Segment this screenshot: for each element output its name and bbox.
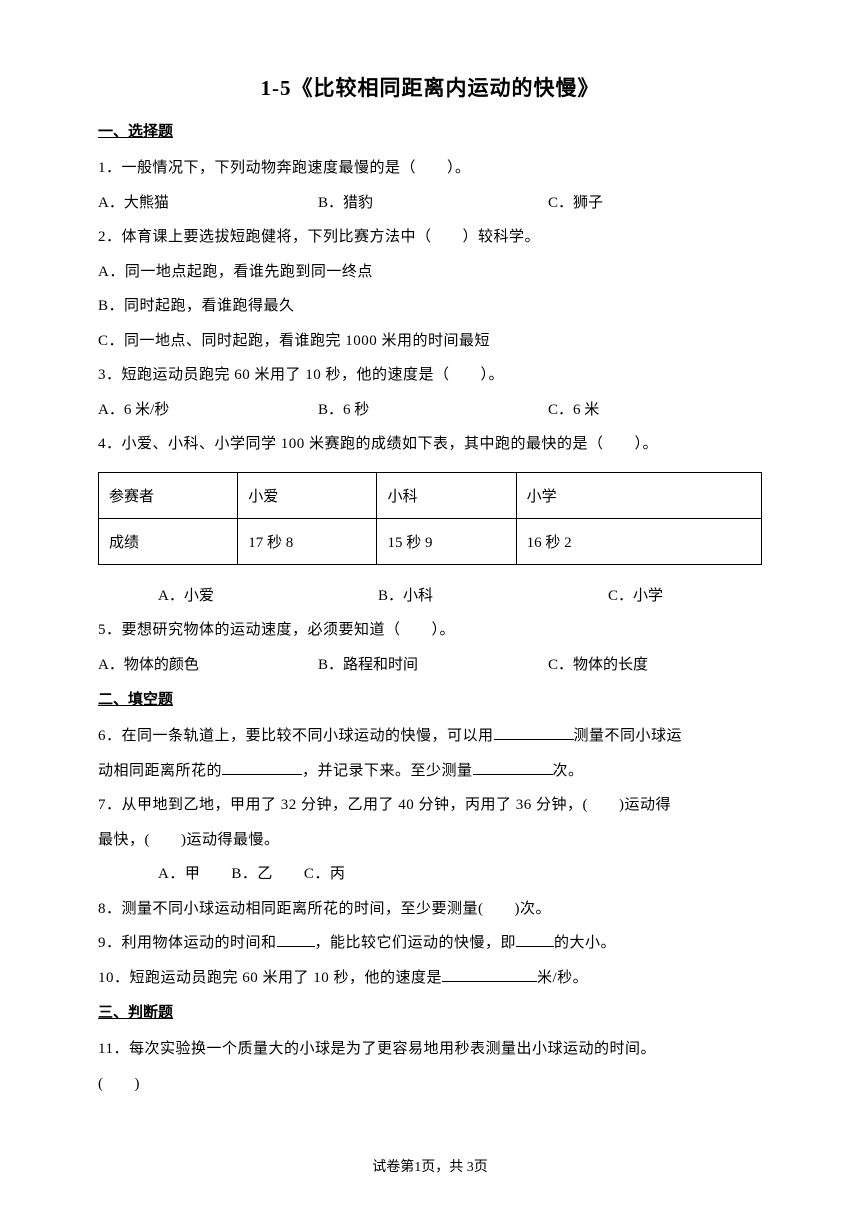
q8: 8．测量不同小球运动相同距离所花的时间，至少要测量( )次。 xyxy=(98,892,762,927)
q6-text: 测量不同小球运 xyxy=(574,728,683,744)
q5-stem: 5．要想研究物体的运动速度，必须要知道（ ）。 xyxy=(98,613,762,648)
q10-text: 米/秒。 xyxy=(537,970,588,986)
q3-option-a: A．6 米/秒 xyxy=(98,393,318,428)
q2-stem: 2．体育课上要选拔短跑健将，下列比赛方法中（ ）较科学。 xyxy=(98,220,762,255)
table-cell: 16 秒 2 xyxy=(516,518,761,564)
table-cell: 参赛者 xyxy=(99,472,238,518)
q1-options: A．大熊猫 B．猎豹 C．狮子 xyxy=(98,186,762,221)
table-cell: 小爱 xyxy=(238,472,377,518)
blank xyxy=(442,967,537,982)
q1-stem: 1．一般情况下，下列动物奔跑速度最慢的是（ ）。 xyxy=(98,151,762,186)
table-cell: 成绩 xyxy=(99,518,238,564)
section-3-header: 三、判断题 xyxy=(98,1001,762,1022)
q11-line2: ( ) xyxy=(98,1067,762,1102)
q4-options: A．小爱 B．小科 C．小学 xyxy=(98,579,762,614)
q1-option-a: A．大熊猫 xyxy=(98,186,318,221)
q6-text: 次。 xyxy=(553,763,584,779)
q4-table: 参赛者 小爱 小科 小学 成绩 17 秒 8 15 秒 9 16 秒 2 xyxy=(98,472,762,565)
table-cell: 小科 xyxy=(377,472,516,518)
blank xyxy=(516,932,554,947)
q4-stem: 4．小爱、小科、小学同学 100 米赛跑的成绩如下表，其中跑的最快的是（ ）。 xyxy=(98,427,762,462)
q1-option-b: B．猎豹 xyxy=(318,186,548,221)
q7-options: A．甲 B．乙 C．丙 xyxy=(98,857,762,892)
q6-line2: 动相同距离所花的 ，并记录下来。至少测量 次。 xyxy=(98,754,762,789)
q4-option-b: B．小科 xyxy=(378,579,608,614)
q1-option-c: C．狮子 xyxy=(548,186,762,221)
q6-line1: 6．在同一条轨道上，要比较不同小球运动的快慢，可以用 测量不同小球运 xyxy=(98,719,762,754)
q2-option-b: B．同时起跑，看谁跑得最久 xyxy=(98,289,762,324)
section-2-header: 二、填空题 xyxy=(98,688,762,709)
q4-option-a: A．小爱 xyxy=(158,579,378,614)
q9-text: ，能比较它们运动的快慢，即 xyxy=(315,935,517,951)
blank xyxy=(222,760,302,775)
q3-option-b: B．6 秒 xyxy=(318,393,548,428)
table-row: 成绩 17 秒 8 15 秒 9 16 秒 2 xyxy=(99,518,762,564)
q7-line2: 最快，( )运动得最慢。 xyxy=(98,823,762,858)
blank xyxy=(494,725,574,740)
section-1-header: 一、选择题 xyxy=(98,120,762,141)
table-cell: 小学 xyxy=(516,472,761,518)
q2-option-c: C．同一地点、同时起跑，看谁跑完 1000 米用的时间最短 xyxy=(98,324,762,359)
document-title: 1-5《比较相同距离内运动的快慢》 xyxy=(98,72,762,102)
q4-option-c: C．小学 xyxy=(608,579,762,614)
q10-text: 10．短跑运动员跑完 60 米用了 10 秒，他的速度是 xyxy=(98,970,442,986)
q5-option-c: C．物体的长度 xyxy=(548,648,762,683)
q2-option-a: A．同一地点起跑，看谁先跑到同一终点 xyxy=(98,255,762,290)
table-row: 参赛者 小爱 小科 小学 xyxy=(99,472,762,518)
q5-option-a: A．物体的颜色 xyxy=(98,648,318,683)
q3-stem: 3．短跑运动员跑完 60 米用了 10 秒，他的速度是（ ）。 xyxy=(98,358,762,393)
q9-text: 的大小。 xyxy=(554,935,616,951)
table-cell: 17 秒 8 xyxy=(238,518,377,564)
q9: 9．利用物体运动的时间和 ，能比较它们运动的快慢，即 的大小。 xyxy=(98,926,762,961)
blank xyxy=(473,760,553,775)
q9-text: 9．利用物体运动的时间和 xyxy=(98,935,277,951)
q10: 10．短跑运动员跑完 60 米用了 10 秒，他的速度是 米/秒。 xyxy=(98,961,762,996)
table-cell: 15 秒 9 xyxy=(377,518,516,564)
page-footer: 试卷第1页，共 3页 xyxy=(0,1156,860,1176)
q5-options: A．物体的颜色 B．路程和时间 C．物体的长度 xyxy=(98,648,762,683)
q6-text: ，并记录下来。至少测量 xyxy=(302,763,473,779)
q3-option-c: C．6 米 xyxy=(548,393,762,428)
q6-text: 6．在同一条轨道上，要比较不同小球运动的快慢，可以用 xyxy=(98,728,494,744)
q3-options: A．6 米/秒 B．6 秒 C．6 米 xyxy=(98,393,762,428)
blank xyxy=(277,932,315,947)
q6-text: 动相同距离所花的 xyxy=(98,763,222,779)
q11-line1: 11．每次实验换一个质量大的小球是为了更容易地用秒表测量出小球运动的时间。 xyxy=(98,1032,762,1067)
q5-option-b: B．路程和时间 xyxy=(318,648,548,683)
q7-line1: 7．从甲地到乙地，甲用了 32 分钟，乙用了 40 分钟，丙用了 36 分钟，(… xyxy=(98,788,762,823)
